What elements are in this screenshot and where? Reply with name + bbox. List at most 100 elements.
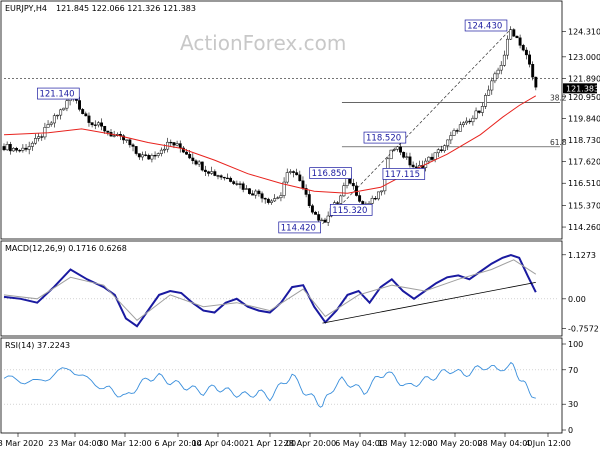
candle-body (320, 219, 324, 222)
candle-body (509, 29, 513, 40)
macd-header: MACD(12,26,9) 0.1716 0.6268 (5, 244, 127, 253)
y-tick-label: 117.620 (568, 158, 600, 167)
candle-body (150, 155, 154, 160)
x-tick-label: 28 Apr 20:00 (284, 439, 336, 448)
macd-layer: 1.1273 0.00 -0.7572 (3, 251, 599, 333)
candle-body (56, 114, 59, 117)
candle-body (408, 156, 412, 166)
candle-body (484, 95, 487, 107)
candle-body (301, 180, 305, 189)
candle-body (153, 155, 157, 157)
y-tick-label: 70 (568, 366, 578, 375)
candle-body (392, 149, 396, 151)
candle-body (282, 181, 286, 196)
candle-body (462, 122, 465, 125)
candle-body (370, 197, 374, 204)
candle-body (141, 154, 144, 158)
candle-body (11, 147, 15, 152)
candle-body (443, 145, 447, 151)
candle-body (439, 149, 443, 151)
candle-body (222, 176, 226, 179)
price-callout-label: 118.520 (366, 134, 401, 144)
candle-body (128, 139, 132, 146)
candle-body (90, 122, 94, 126)
candle-body (468, 120, 472, 123)
candle-body (477, 110, 481, 113)
candle-body (203, 169, 207, 172)
candle-body (200, 161, 204, 171)
candle-body (8, 144, 12, 152)
candle-body (279, 195, 283, 199)
candle-body (24, 147, 28, 150)
candle-body (414, 166, 418, 168)
candle-body (449, 135, 453, 141)
candle-body (528, 54, 531, 65)
candle-body (254, 190, 258, 196)
candle-body (260, 193, 264, 199)
candle-body (169, 141, 173, 144)
candle-body (163, 148, 166, 151)
price-callout-box (329, 204, 373, 216)
price-callout-label: 124.430 (467, 21, 502, 31)
y-tick-label: 124.310 (568, 27, 600, 36)
candle-body (326, 215, 330, 223)
candle-body (46, 124, 50, 128)
candle-body (361, 201, 365, 205)
candle-body (137, 153, 141, 158)
candle-body (134, 146, 138, 154)
candle-body (506, 38, 509, 56)
fib-trendline (322, 28, 512, 225)
candle-body (273, 198, 277, 202)
macd-trendline (322, 282, 536, 324)
candle-body (191, 157, 195, 162)
y-tick-label: 119.840 (568, 114, 600, 123)
candle-body (534, 76, 538, 88)
candle-body (225, 177, 229, 180)
candle-body (395, 146, 399, 150)
candle-body (81, 109, 85, 114)
x-tick-label: 23 Mar 04:00 (48, 439, 101, 448)
price-callout-label: 117.115 (385, 170, 420, 180)
price-callout-box (382, 168, 426, 180)
price-callout-box (309, 167, 352, 179)
y-tick-label: 0.00 (568, 295, 586, 304)
candle-body (446, 139, 450, 146)
y-tick-label: 0 (568, 426, 573, 435)
candle-body (15, 147, 19, 151)
ohlc-header: 121.845 122.066 121.326 121.383 (56, 4, 196, 13)
candle-body (377, 191, 380, 200)
candle-body (49, 122, 53, 125)
candle-body (458, 124, 462, 132)
candle-body (43, 127, 47, 138)
candle-body (52, 115, 56, 124)
fib-level-label: 38.2 (550, 94, 567, 103)
candle-body (65, 100, 69, 109)
candle-body (298, 174, 302, 182)
price-callout-label: 114.420 (281, 223, 316, 233)
candle-body (103, 125, 107, 132)
candle-body (238, 183, 242, 185)
candle-body (34, 138, 37, 144)
x-tick-label: 6 May 04:00 (335, 439, 385, 448)
candle-body (373, 197, 377, 200)
candle-body (248, 188, 251, 194)
candle-body (515, 35, 519, 39)
candle-body (100, 122, 104, 127)
y-tick-label: 114.260 (568, 223, 600, 232)
candle-body (18, 149, 22, 152)
price-panel-frame (0, 0, 563, 240)
candle-body (496, 69, 500, 75)
candle-body (244, 188, 248, 190)
candle-body (358, 195, 362, 202)
candle-body (62, 107, 66, 111)
current-price-tag (563, 83, 597, 94)
candle-body (219, 175, 223, 178)
candle-body (216, 175, 220, 177)
candle-body (474, 110, 478, 119)
candle-body (84, 113, 88, 117)
y-tick-label: 30 (568, 400, 578, 409)
price-callout-box (464, 19, 508, 32)
candle-body (188, 154, 192, 159)
x-tick-label: 6 Apr 20:00 (154, 439, 201, 448)
